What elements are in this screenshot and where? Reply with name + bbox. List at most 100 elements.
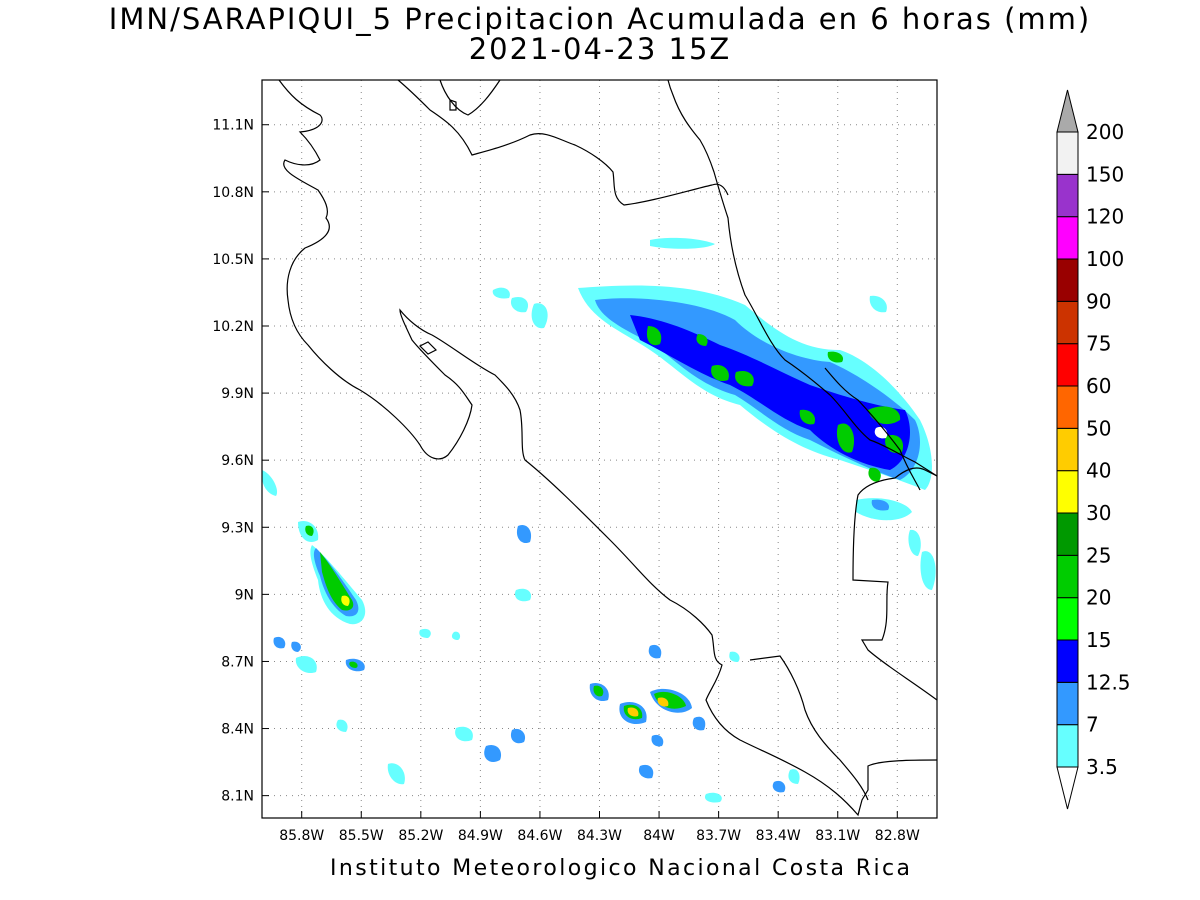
- lon-tick-label: 82.8W: [875, 828, 920, 844]
- precip-patch: [514, 588, 532, 602]
- precipitation-field: [261, 237, 936, 803]
- coastline: [278, 79, 938, 817]
- precip-patch: [295, 655, 317, 674]
- precip-patch: [531, 303, 548, 329]
- colorbar-label: 200: [1086, 120, 1124, 144]
- precip-patch: [341, 595, 350, 606]
- precip-patch: [305, 525, 314, 536]
- precip-patch: [692, 716, 706, 731]
- precip-patch: [827, 351, 844, 363]
- axis-ticks: 85.8W 85.5W 85.2W 84.9W 84.6W 84.3W 84W 83.7W 83…: [212, 118, 920, 844]
- precip-patch: [729, 651, 740, 662]
- colorbar-swatch: [1056, 343, 1079, 387]
- precip-patch: [657, 697, 669, 707]
- lat-tick-label: 9.3N: [221, 520, 254, 536]
- colorbar-label: 20: [1086, 586, 1111, 610]
- colorbar-swatch: [1056, 470, 1079, 514]
- precip-patch: [735, 370, 754, 387]
- precip-patch: [704, 792, 722, 803]
- lon-tick-label: 85.8W: [279, 828, 324, 844]
- precip-patch: [871, 499, 890, 511]
- lat-tick-label: 9N: [235, 587, 254, 603]
- lat-tick-label: 10.8N: [212, 185, 254, 201]
- colorbar-label: 3.5: [1086, 755, 1118, 779]
- precip-patch: [788, 769, 800, 784]
- lon-tick-label: 83.1W: [815, 828, 860, 844]
- lon-tick-label: 84W: [643, 828, 675, 844]
- lat-tick-label: 8.4N: [221, 722, 254, 738]
- precip-patch: [696, 334, 708, 346]
- colorbar-swatch: [1056, 554, 1079, 599]
- precip-patch: [510, 296, 529, 313]
- precip-patch: [868, 467, 881, 482]
- precip-patch: [516, 524, 532, 544]
- precip-patch: [920, 551, 936, 590]
- precip-patch: [836, 423, 855, 453]
- precip-patch: [455, 726, 473, 742]
- precip-patch: [510, 728, 526, 744]
- precip-patch: [646, 326, 662, 346]
- colorbar-label: 15: [1086, 628, 1111, 652]
- map-title: IMN/SARAPIQUI_5 Precipitacion Acumulada …: [108, 2, 1092, 36]
- lat-tick-label: 8.1N: [221, 789, 254, 805]
- precip-patch: [451, 631, 461, 640]
- colorbar-swatch: [1056, 300, 1079, 345]
- lat-tick-label: 8.7N: [221, 654, 254, 670]
- lat-tick-label: 10.2N: [212, 319, 254, 335]
- lat-tick-label: 9.9N: [221, 386, 254, 402]
- precip-patch: [484, 744, 502, 763]
- colorbar: 3.5 7 12.5 15 20 25 30 40 50 60 75 90 100 120 150 200: [1056, 89, 1131, 810]
- precip-patch: [772, 780, 786, 793]
- colorbar-swatch: [1056, 216, 1079, 260]
- colorbar-label: 25: [1086, 543, 1111, 567]
- lon-tick-label: 84.9W: [458, 828, 503, 844]
- colorbar-swatch: [1056, 258, 1079, 302]
- colorbar-label: 7: [1086, 713, 1099, 737]
- footer-credit: Instituto Meteorologico Nacional Costa R…: [330, 856, 913, 881]
- precip-patch: [492, 287, 510, 299]
- colorbar-swatch: [1056, 385, 1079, 429]
- precip-patch: [387, 763, 405, 785]
- lat-tick-label: 9.6N: [221, 453, 254, 469]
- colorbar-label: 75: [1086, 332, 1111, 356]
- lon-tick-label: 85.2W: [398, 828, 443, 844]
- colorbar-swatch: [1056, 681, 1079, 726]
- map-date: 2021-04-23 15Z: [468, 32, 732, 66]
- colorbar-label: 120: [1086, 205, 1124, 229]
- colorbar-swatch: [1056, 639, 1079, 683]
- precip-patch: [627, 707, 639, 717]
- lon-tick-label: 83.4W: [756, 828, 801, 844]
- colorbar-label: 100: [1086, 247, 1124, 271]
- precip-patch: [638, 764, 654, 779]
- precip-patch: [908, 529, 921, 556]
- colorbar-label: 40: [1086, 459, 1111, 483]
- precip-patch: [291, 641, 301, 652]
- colorbar-label: 50: [1086, 416, 1111, 440]
- colorbar-label: 30: [1086, 501, 1111, 525]
- precip-patch: [349, 661, 358, 668]
- colorbar-swatch: [1056, 512, 1079, 556]
- precip-patch: [799, 409, 816, 425]
- colorbar-label: 150: [1086, 162, 1124, 186]
- colorbar-swatch: [1056, 724, 1079, 768]
- precip-patch: [593, 685, 604, 697]
- colorbar-swatch: [1056, 597, 1079, 641]
- precip-patch: [869, 295, 887, 313]
- lat-tick-label: 10.5N: [212, 252, 254, 268]
- precip-patch: [711, 364, 729, 382]
- precip-patch: [419, 628, 431, 638]
- lat-tick-label: 11.1N: [212, 118, 254, 134]
- colorbar-swatch: [1056, 427, 1079, 472]
- colorbar-label: 90: [1086, 289, 1111, 313]
- precip-patch: [650, 237, 715, 249]
- colorbar-swatch: [1056, 131, 1079, 175]
- colorbar-label: 12.5: [1086, 670, 1131, 694]
- colorbar-label: 60: [1086, 374, 1111, 398]
- colorbar-under-triangle: [1056, 766, 1079, 810]
- colorbar-over-triangle: [1056, 89, 1079, 133]
- lon-tick-label: 84.3W: [577, 828, 622, 844]
- precip-patch: [336, 719, 348, 732]
- lon-tick-label: 85.5W: [339, 828, 384, 844]
- lon-tick-label: 83.7W: [696, 828, 741, 844]
